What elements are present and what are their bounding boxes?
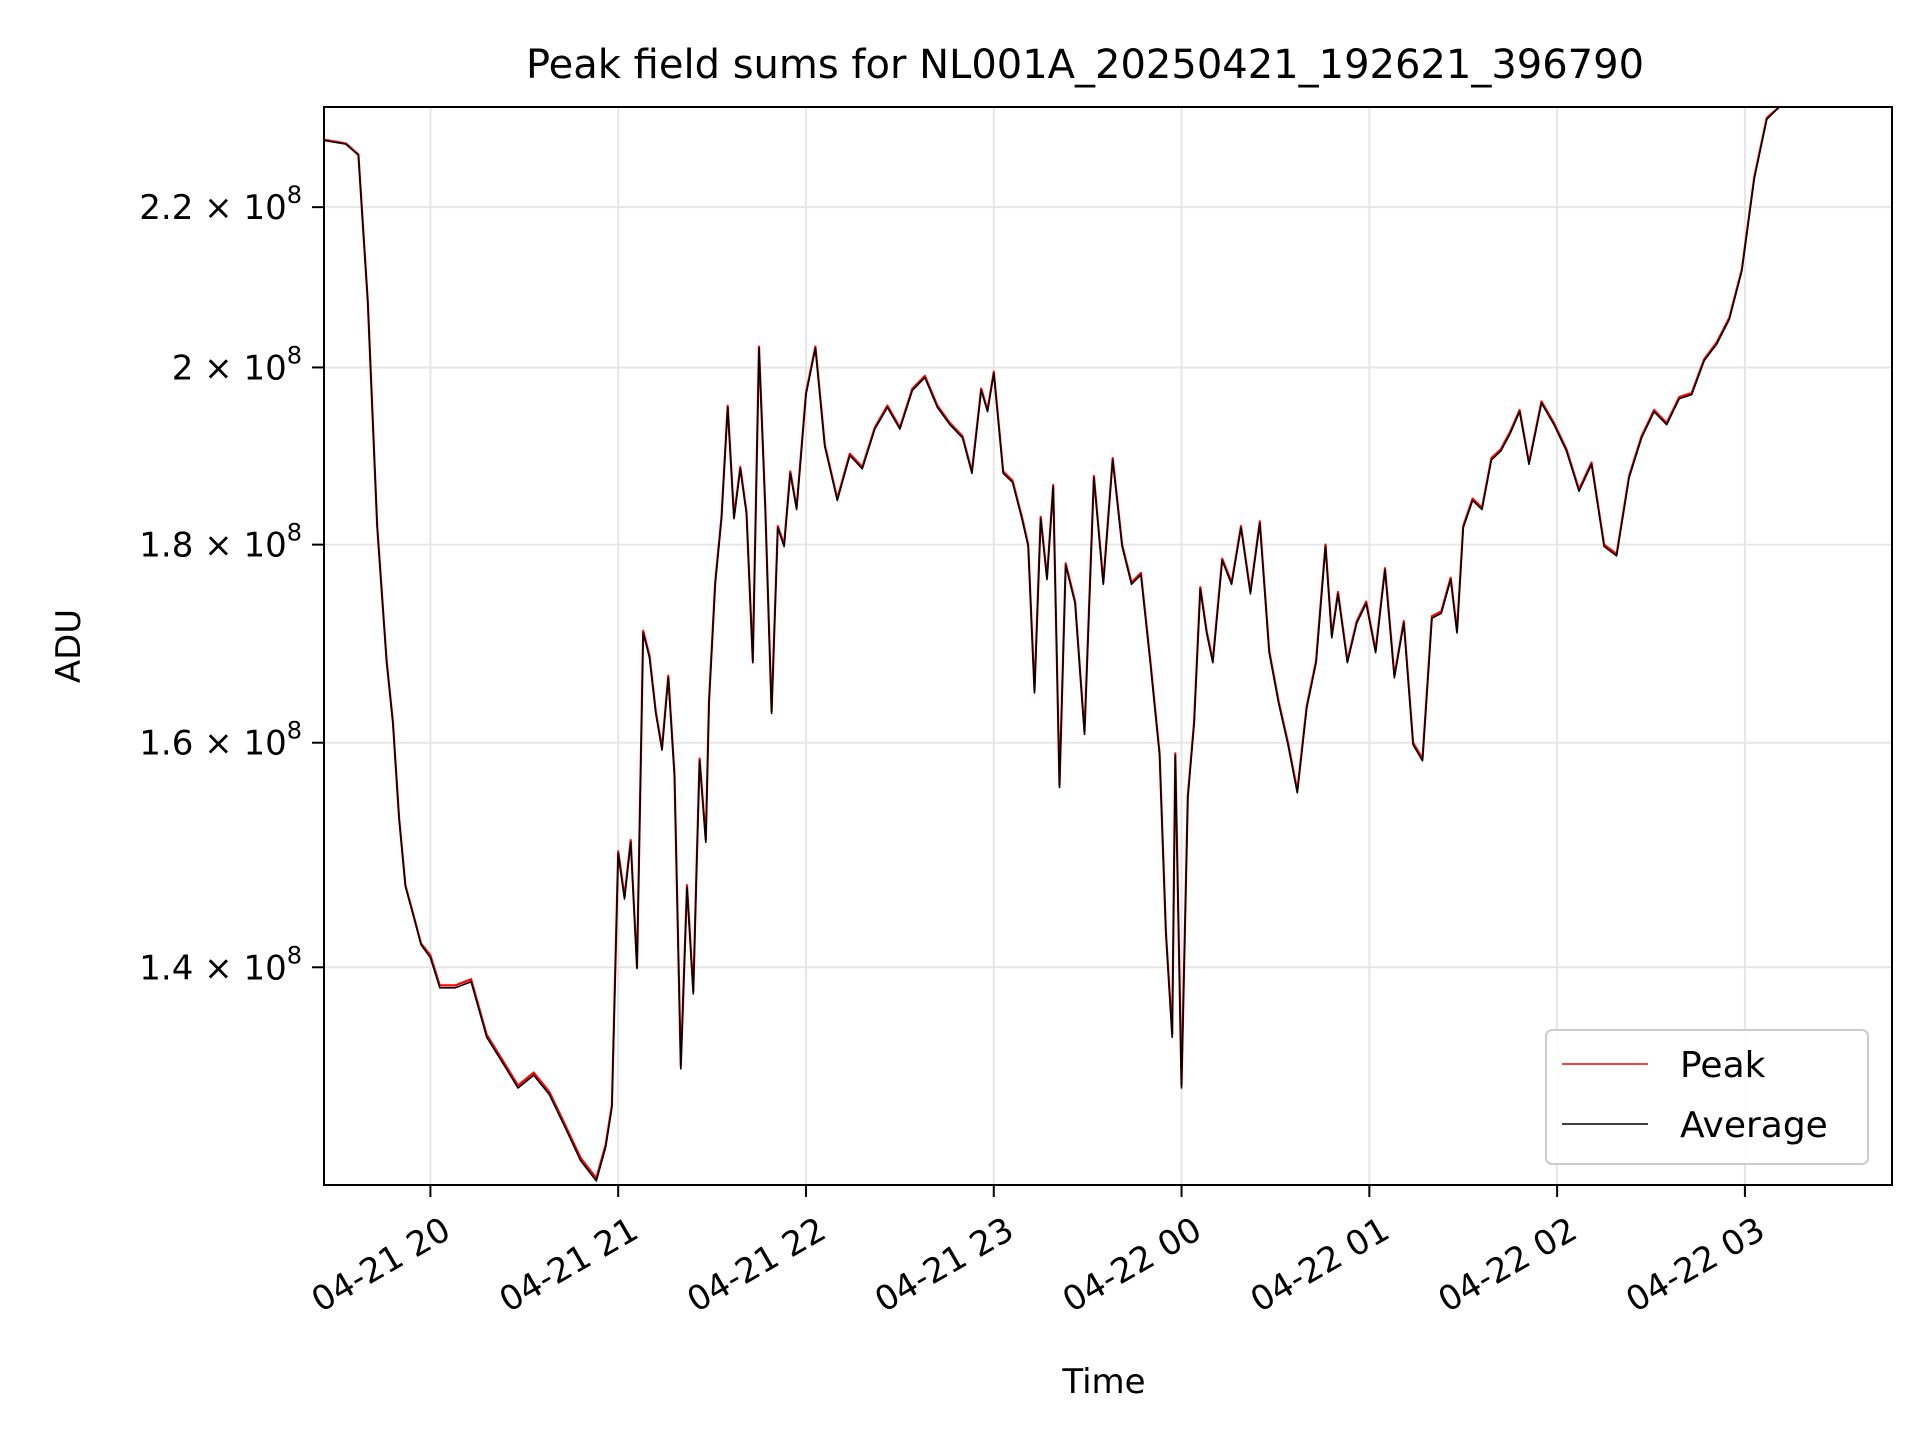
y-tick-label: 2 × 108	[172, 341, 302, 388]
y-axis-label: ADU	[49, 609, 89, 683]
plot-area	[324, 107, 1892, 1185]
grid	[324, 107, 1892, 1185]
axes-frame	[323, 106, 1893, 1186]
y-axis-ticks: 1.4 × 108 1.6 × 108 1.8 × 108 2 × 108 2.2 × …	[139, 181, 324, 988]
series-group	[323, 106, 1781, 1182]
legend: Peak Average	[1545, 1029, 1869, 1165]
legend-average-label: Average	[1680, 1105, 1828, 1146]
y-tick-label: 1.6 × 108	[139, 717, 302, 764]
y-tick-label: 1.4 × 108	[139, 941, 302, 988]
y-tick-label: 2.2 × 108	[139, 181, 302, 228]
chart-title: Peak field sums for NL001A_20250421_1926…	[526, 42, 1644, 88]
legend-peak-label: Peak	[1680, 1045, 1766, 1086]
x-axis-label: Time	[1061, 1362, 1145, 1402]
y-tick-label: 1.8 × 108	[139, 519, 302, 566]
average-series-line	[323, 106, 1780, 1182]
